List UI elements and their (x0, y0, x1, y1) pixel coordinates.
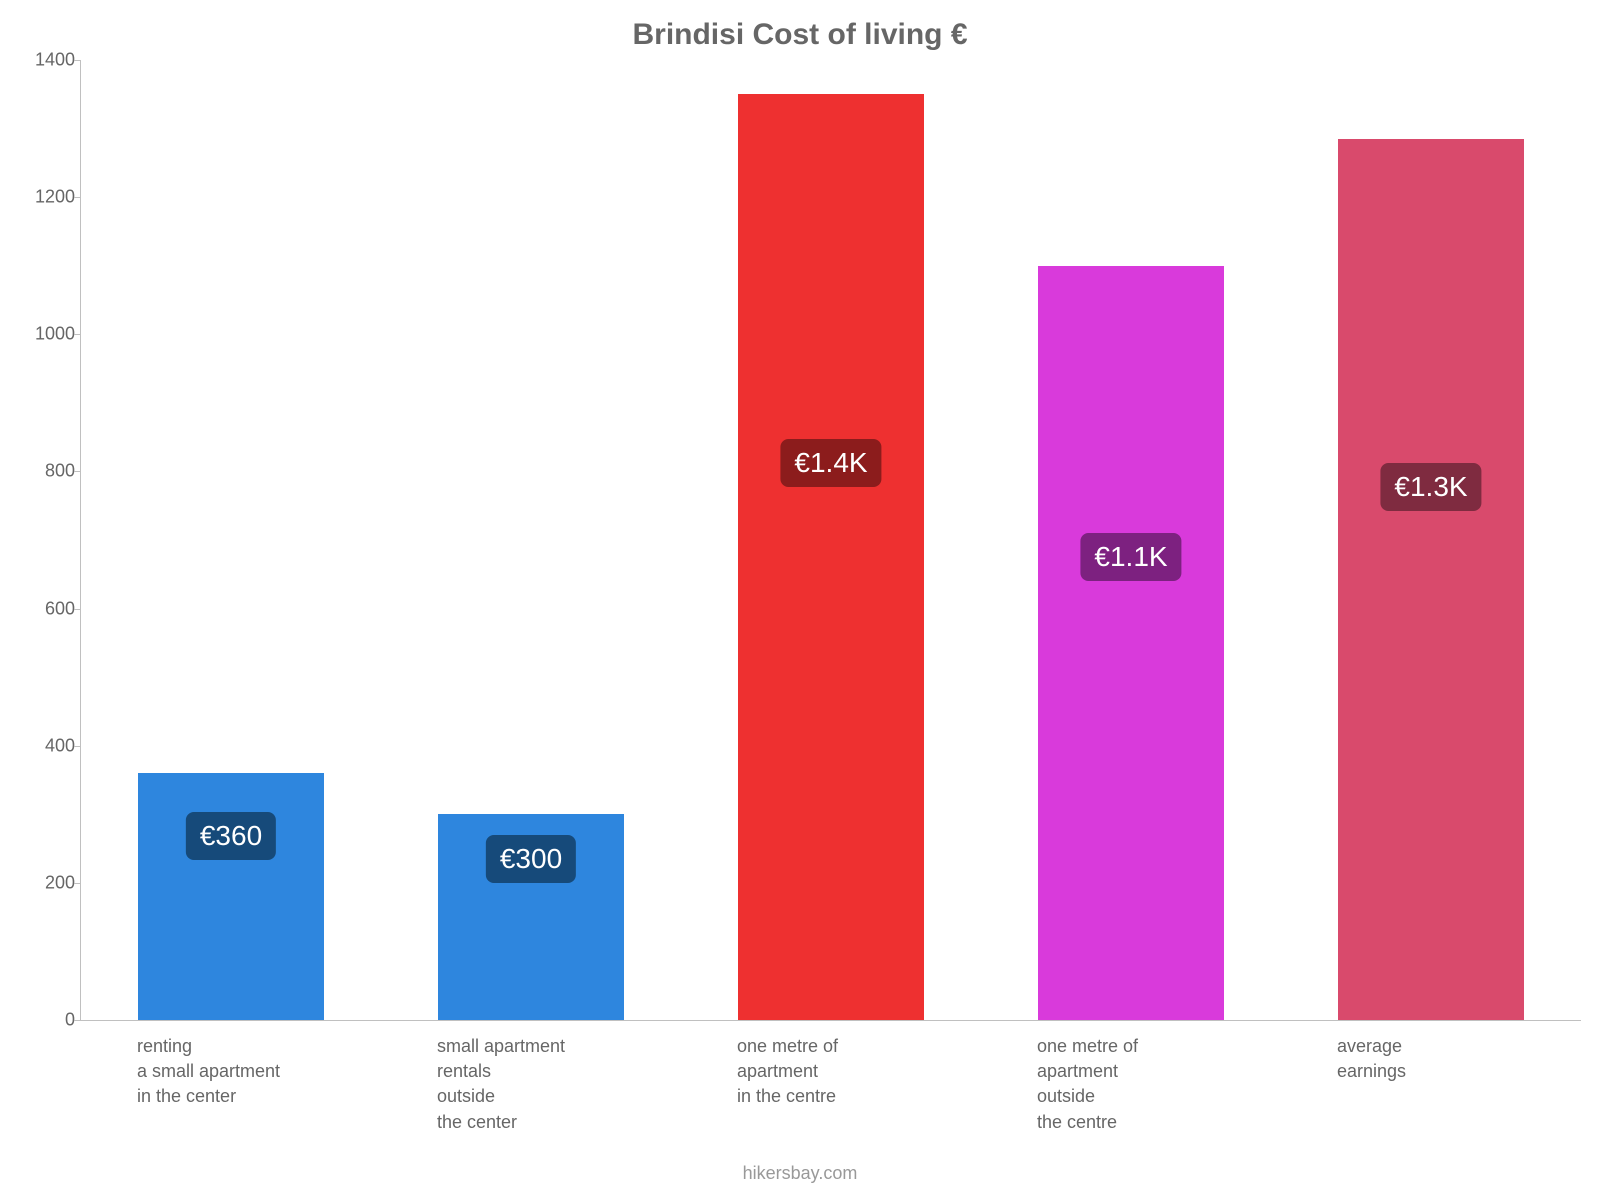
bar-value-label: €360 (186, 812, 276, 860)
y-tick-label: 400 (0, 735, 75, 756)
y-tick-label: 800 (0, 461, 75, 482)
x-tick-label: renting a small apartment in the center (137, 1034, 323, 1110)
x-tick-label: small apartment rentals outside the cent… (437, 1034, 623, 1135)
cost-of-living-chart: Brindisi Cost of living € 0 200 400 600 800 1… (0, 0, 1600, 1200)
chart-footer: hikersbay.com (0, 1163, 1600, 1184)
bar (1338, 139, 1524, 1020)
bar (738, 94, 924, 1020)
x-tick-label: average earnings (1337, 1034, 1523, 1084)
x-tick-label: one metre of apartment in the centre (737, 1034, 923, 1110)
bar-value-label: €1.4K (780, 439, 881, 487)
bar (138, 773, 324, 1020)
bar (1038, 266, 1224, 1020)
y-tick-label: 0 (0, 1010, 75, 1031)
y-tick-label: 1000 (0, 324, 75, 345)
chart-title: Brindisi Cost of living € (0, 18, 1600, 52)
x-tick-label: one metre of apartment outside the centr… (1037, 1034, 1223, 1135)
y-tick-label: 200 (0, 872, 75, 893)
plot-area: €360 €300 €1.4K €1.1K €1.3K (80, 60, 1581, 1021)
y-tick-label: 1400 (0, 50, 75, 71)
y-tick-label: 600 (0, 598, 75, 619)
bar-value-label: €1.3K (1380, 463, 1481, 511)
bar-value-label: €1.1K (1080, 533, 1181, 581)
bar-value-label: €300 (486, 835, 576, 883)
y-tick-label: 1200 (0, 187, 75, 208)
